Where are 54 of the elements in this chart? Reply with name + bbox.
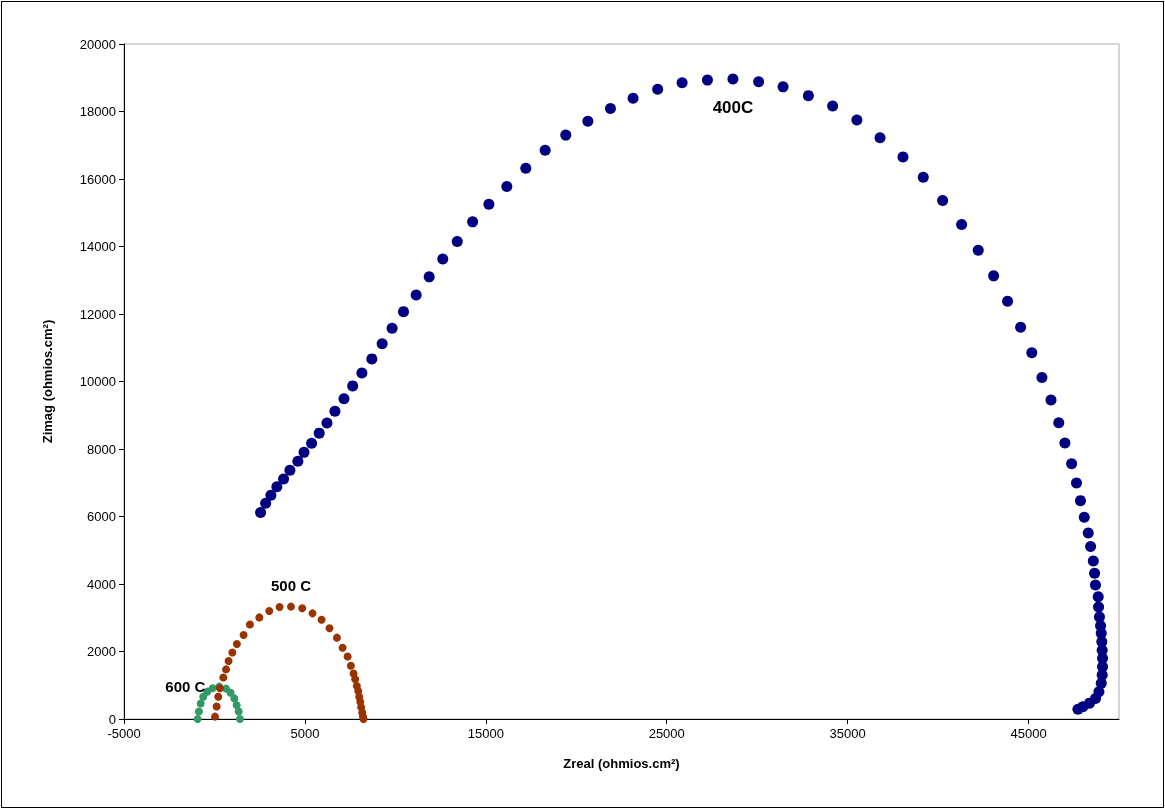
point [224,656,233,665]
point [214,692,223,701]
point [298,604,307,613]
y-tick-label: 16000 [79,171,116,187]
point [343,652,352,661]
y-tick-label: 20000 [79,36,116,52]
point [265,607,274,615]
x-tick-label: -5000 [107,726,141,741]
point [275,602,284,611]
y-axis-title: Zimag (ohmios.cm²) [40,319,55,444]
point [286,602,295,611]
point [208,684,217,693]
y-tick-label: 8000 [87,441,116,457]
point [325,624,334,633]
point [226,688,235,697]
point [194,707,203,716]
point [211,712,219,721]
point [338,643,347,652]
y-tick-label: 0 [108,711,116,727]
x-tick-label: 5000 [290,726,320,741]
series-label: 500 C [270,576,312,594]
point [317,615,326,624]
x-tick-label: 25000 [648,726,685,741]
x-tick-label: 45000 [1010,726,1047,741]
point [235,715,244,723]
y-tick-label: 2000 [87,644,116,659]
point [239,630,248,639]
point [222,665,231,674]
point [232,640,241,649]
point [196,699,205,708]
x-tick-label: 15000 [467,726,504,741]
series-label: 600 C [165,678,206,696]
point [193,715,202,723]
point [308,609,317,618]
point [234,707,243,716]
point [219,673,228,682]
y-tick-label: 4000 [87,576,116,592]
x-tick-label: 35000 [829,726,866,741]
y-tick-label: 12000 [79,306,116,322]
point [212,702,221,711]
x-axis-title: Zreal (ohmios.cm²) [563,756,680,771]
point [228,648,237,657]
point [255,613,264,622]
series-label: 400C [712,97,754,117]
point [230,694,239,703]
point [351,675,360,684]
y-tick-label: 18000 [79,104,116,119]
point [245,620,254,629]
point [346,661,355,670]
y-tick-label: 10000 [79,374,116,389]
y-tick-label: 6000 [87,509,116,524]
y-tick-label: 14000 [79,239,116,254]
point [232,701,241,710]
point [332,633,341,642]
